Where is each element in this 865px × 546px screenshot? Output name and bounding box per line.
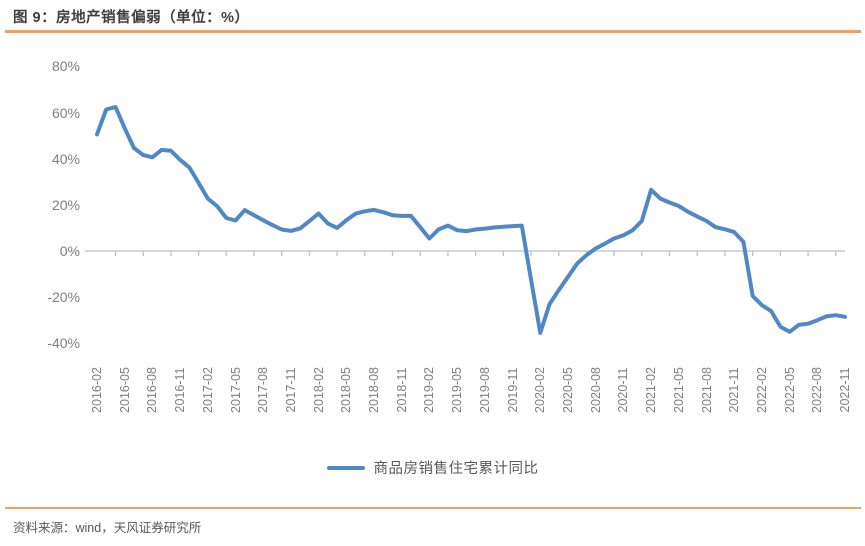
x-axis-label: 2019-02 (422, 367, 437, 413)
x-axis-label: 2022-05 (782, 367, 797, 413)
x-axis-label: 2021-05 (671, 367, 686, 413)
x-axis-label: 2018-05 (339, 367, 354, 413)
line-chart-canvas (85, 105, 847, 335)
axis-tick-group (114, 251, 837, 256)
source-rule (5, 507, 861, 509)
source-note: 资料来源：wind，天风证券研究所 (13, 521, 202, 535)
x-axis-label: 2022-11 (837, 367, 852, 413)
x-axis-label: 2020-05 (560, 367, 575, 413)
y-axis-label: 0% (59, 243, 80, 259)
x-axis-label: 2020-08 (588, 367, 603, 413)
x-axis-label: 2019-05 (449, 367, 464, 413)
x-axis-label: 2016-05 (117, 367, 132, 413)
x-axis-label: 2016-02 (89, 367, 104, 413)
x-axis-label: 2021-02 (643, 367, 658, 413)
legend-line-swatch (326, 465, 365, 470)
y-axis-label: -40% (47, 335, 80, 352)
legend-label: 商品房销售住宅累计同比 (373, 461, 539, 477)
x-axis-label: 2018-02 (311, 367, 326, 413)
x-axis-label: 2019-08 (477, 367, 492, 413)
x-axis-label: 2017-08 (255, 367, 270, 413)
y-axis-label: -20% (47, 289, 80, 306)
x-axis-label: 2016-11 (172, 367, 187, 413)
x-axis-label: 2017-02 (200, 367, 215, 413)
x-axis-label: 2020-02 (533, 367, 548, 413)
x-axis-label: 2019-11 (505, 367, 520, 413)
x-axis-label: 2021-11 (726, 367, 741, 413)
y-axis-label: 40% (51, 150, 80, 167)
legend: 商品房销售住宅累计同比 (0, 457, 865, 478)
x-axis-label: 2020-11 (616, 367, 631, 413)
y-axis-label: 20% (51, 196, 80, 213)
x-axis-label: 2018-11 (394, 367, 409, 413)
figure-title: 图 9：房地产销售偏弱（单位：%） (13, 10, 250, 26)
x-axis-label: 2017-05 (228, 367, 243, 413)
x-axis-label: 2018-08 (366, 367, 381, 413)
x-axis-label: 2016-08 (145, 367, 160, 413)
x-axis-label: 2021-08 (699, 367, 714, 413)
x-axis-label: 2022-08 (810, 367, 825, 413)
y-axis-label: 80% (51, 58, 80, 75)
header-rule (5, 30, 861, 33)
y-axis-label: 60% (51, 104, 80, 121)
series-line-sales-yoy (95, 105, 847, 335)
x-axis-label: 2022-02 (754, 367, 769, 413)
x-axis-label: 2017-11 (283, 367, 298, 413)
